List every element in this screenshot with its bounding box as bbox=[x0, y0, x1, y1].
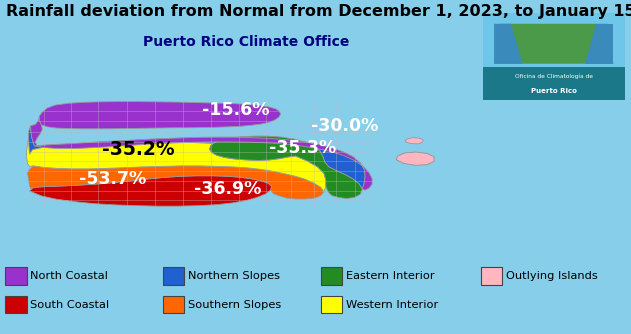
Polygon shape bbox=[30, 116, 372, 190]
Text: Rainfall deviation from Normal from December 1, 2023, to January 15, 2024: Rainfall deviation from Normal from Dece… bbox=[6, 4, 631, 19]
Text: South Coastal: South Coastal bbox=[30, 300, 109, 310]
Text: North Coastal: North Coastal bbox=[30, 271, 108, 281]
Text: Southern Slopes: Southern Slopes bbox=[188, 300, 281, 310]
Polygon shape bbox=[405, 138, 423, 144]
Polygon shape bbox=[585, 24, 613, 64]
Text: Eastern Interior: Eastern Interior bbox=[346, 271, 434, 281]
Polygon shape bbox=[27, 138, 326, 192]
Text: Western Interior: Western Interior bbox=[346, 300, 438, 310]
Text: Puerto Rico: Puerto Rico bbox=[531, 88, 577, 94]
Text: Northern Slopes: Northern Slopes bbox=[188, 271, 280, 281]
Polygon shape bbox=[39, 102, 281, 129]
Text: Outlying Islands: Outlying Islands bbox=[506, 271, 598, 281]
Polygon shape bbox=[494, 24, 522, 64]
Text: -53.7%: -53.7% bbox=[79, 170, 146, 188]
Polygon shape bbox=[494, 24, 613, 64]
Text: -35.2%: -35.2% bbox=[102, 140, 175, 159]
Polygon shape bbox=[209, 136, 362, 198]
Polygon shape bbox=[28, 166, 324, 199]
Polygon shape bbox=[396, 152, 434, 165]
Text: -36.9%: -36.9% bbox=[194, 180, 261, 198]
FancyBboxPatch shape bbox=[483, 67, 625, 100]
Text: Puerto Rico Climate Office: Puerto Rico Climate Office bbox=[143, 35, 350, 49]
Text: -30.0%: -30.0% bbox=[311, 117, 378, 135]
FancyBboxPatch shape bbox=[483, 13, 625, 70]
Polygon shape bbox=[28, 126, 365, 189]
Text: Oficina de Climatología de: Oficina de Climatología de bbox=[515, 73, 593, 78]
Text: -35.3%: -35.3% bbox=[269, 139, 336, 157]
Polygon shape bbox=[30, 176, 272, 206]
Text: -15.6%: -15.6% bbox=[203, 101, 270, 119]
